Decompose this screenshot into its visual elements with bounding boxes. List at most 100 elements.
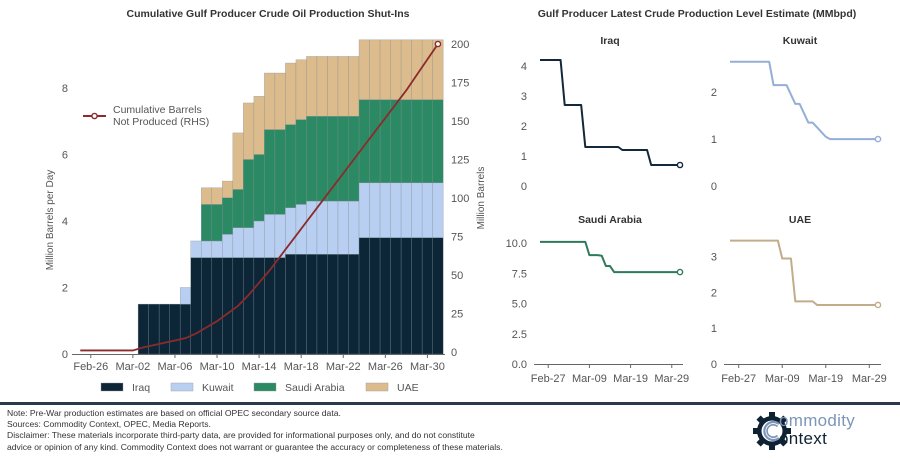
bar-segment-saudi bbox=[411, 99, 423, 184]
panel-line bbox=[540, 59, 680, 166]
bar-segment-kuwait bbox=[190, 240, 202, 258]
bar-segment-iraq bbox=[390, 237, 402, 355]
legend-label-kuwait: Kuwait bbox=[202, 382, 234, 394]
x-tick-label: Mar-10 bbox=[200, 361, 235, 373]
bar-segment-kuwait bbox=[211, 240, 223, 258]
bar-segment-uae bbox=[253, 96, 265, 155]
y-tick-label-right: 50 bbox=[451, 270, 463, 282]
commodity-context-logo: ommodity ontext bbox=[752, 406, 892, 454]
panel-y-tick-label: 1 bbox=[521, 151, 527, 163]
panel-x-tick-label: Mar-19 bbox=[613, 373, 648, 385]
legend-swatch-iraq bbox=[100, 382, 124, 392]
bar-segment-iraq bbox=[211, 257, 223, 355]
bar-segment-kuwait bbox=[348, 200, 360, 255]
panel-line bbox=[730, 60, 878, 141]
panel-y-tick-label: 0 bbox=[521, 181, 527, 193]
cumulative-line-end-marker bbox=[434, 40, 442, 48]
panel-y-tick-label: 10.0 bbox=[506, 238, 527, 250]
y-tick-label-right: 100 bbox=[451, 193, 469, 205]
x-tick-label: Mar-26 bbox=[368, 361, 403, 373]
bar-segment-iraq bbox=[243, 257, 255, 355]
bar-segment-saudi bbox=[200, 204, 213, 242]
bar-segment-kuwait bbox=[369, 182, 381, 238]
bar-segment-uae bbox=[200, 187, 213, 205]
bar-segment-saudi bbox=[390, 99, 402, 184]
x-tick-label: Mar-02 bbox=[115, 361, 150, 373]
panel-x-tick-label: Feb-27 bbox=[721, 373, 756, 385]
panel-y-tick-label: 1 bbox=[711, 323, 717, 335]
panel-kuwait: Kuwait 0 1 2 bbox=[711, 35, 882, 193]
panel-y-tick-label: 0.0 bbox=[512, 359, 527, 371]
panel-line bbox=[540, 240, 680, 274]
bar-segment-saudi bbox=[253, 154, 265, 222]
bar-segment-kuwait bbox=[337, 200, 349, 255]
bar-segment-kuwait bbox=[179, 287, 191, 305]
bar-segment-iraq bbox=[190, 257, 202, 355]
bar-segment-saudi bbox=[274, 129, 286, 215]
bar-segment-uae bbox=[358, 39, 370, 100]
panel-x-tick-label: Mar-09 bbox=[572, 373, 607, 385]
bar-segment-kuwait bbox=[232, 227, 244, 258]
bar-segment-saudi bbox=[337, 116, 349, 202]
bar-segment-uae bbox=[432, 39, 444, 100]
y-tick-label-right: 200 bbox=[451, 39, 469, 51]
panel-x-tick-label: Mar-29 bbox=[852, 373, 887, 385]
cumulative-shut-ins-chart: Cumulative Gulf Producer Crude Oil Produ… bbox=[45, 8, 487, 394]
legend-swatch-uae bbox=[365, 382, 389, 392]
bar-segment-saudi bbox=[264, 129, 276, 215]
panel-y-tick-label: 0 bbox=[711, 181, 717, 193]
y-axis-label-right: Million Barrels bbox=[476, 167, 487, 230]
bar-segment-iraq bbox=[421, 237, 433, 355]
cumulative-line bbox=[80, 43, 439, 352]
footer-note: Note: Pre-War production estimates are b… bbox=[7, 408, 341, 418]
x-tick-label: Mar-14 bbox=[242, 361, 277, 373]
bar-segment-saudi bbox=[285, 124, 297, 208]
footer-disclaimer-1: Disclaimer: These materials incorporate … bbox=[7, 430, 475, 441]
panel-title: Kuwait bbox=[783, 35, 818, 47]
bar-segment-iraq bbox=[400, 237, 412, 355]
bar-segment-saudi bbox=[232, 189, 244, 228]
bar-segment-kuwait bbox=[253, 220, 265, 258]
legend-swatch-kuwait bbox=[170, 382, 194, 392]
bar-segment-iraq bbox=[432, 237, 444, 355]
bar-segment-uae bbox=[316, 56, 328, 117]
bar-segment-saudi bbox=[400, 99, 412, 184]
panel-title: Iraq bbox=[600, 35, 619, 47]
panel-line-end-marker bbox=[874, 301, 882, 309]
panel-y-tick-label: 2 bbox=[711, 287, 717, 299]
panel-iraq: Iraq 0 1 2 3 4 bbox=[521, 35, 684, 193]
panel-y-tick-label: 2 bbox=[521, 121, 527, 133]
bar-segment-kuwait bbox=[411, 182, 423, 238]
x-tick-label: Feb-26 bbox=[73, 361, 108, 373]
bar-segment-saudi bbox=[222, 197, 234, 235]
legend-label-saudi: Saudi Arabia bbox=[285, 382, 345, 394]
y-tick-label-left: 8 bbox=[62, 83, 68, 95]
y-tick-label-left: 2 bbox=[62, 283, 68, 295]
panel-x-tick-label: Mar-09 bbox=[765, 373, 800, 385]
bar-segment-uae bbox=[274, 72, 286, 130]
bar-segment-kuwait bbox=[421, 182, 433, 238]
y-axis-label-left: Million Barrels per Day bbox=[45, 170, 56, 271]
panel-y-tick-label: 0 bbox=[711, 359, 717, 371]
panel-line-end-marker bbox=[676, 161, 684, 169]
bar-segment-uae bbox=[327, 56, 339, 117]
main-chart-title: Cumulative Gulf Producer Crude Oil Produ… bbox=[127, 8, 410, 20]
panel-uae: UAE 0 1 2 3 Feb-27 Mar-09 Mar-19 Mar-29 bbox=[711, 214, 887, 385]
bar-segment-saudi bbox=[295, 119, 307, 205]
bar-segment-iraq bbox=[274, 257, 286, 355]
line-legend-label-2: Not Produced (RHS) bbox=[113, 116, 209, 128]
bar-segment-saudi bbox=[316, 116, 328, 202]
bar-segment-iraq bbox=[306, 254, 318, 355]
bar-segment-kuwait bbox=[200, 240, 213, 258]
panel-line-end-marker bbox=[676, 268, 684, 276]
panel-y-tick-label: 2 bbox=[711, 87, 717, 99]
bar-segment-iraq bbox=[253, 257, 265, 355]
x-tick-label: Mar-06 bbox=[158, 361, 193, 373]
bar-segment-kuwait bbox=[390, 182, 402, 238]
production-level-panels: Gulf Producer Latest Crude Production Le… bbox=[506, 8, 887, 385]
bar-segment-iraq bbox=[264, 257, 276, 355]
bar-segment-kuwait bbox=[264, 214, 276, 258]
bar-segment-saudi bbox=[369, 99, 381, 184]
panel-y-tick-label: 3 bbox=[521, 91, 527, 103]
y-tick-label-right: 175 bbox=[451, 78, 469, 90]
